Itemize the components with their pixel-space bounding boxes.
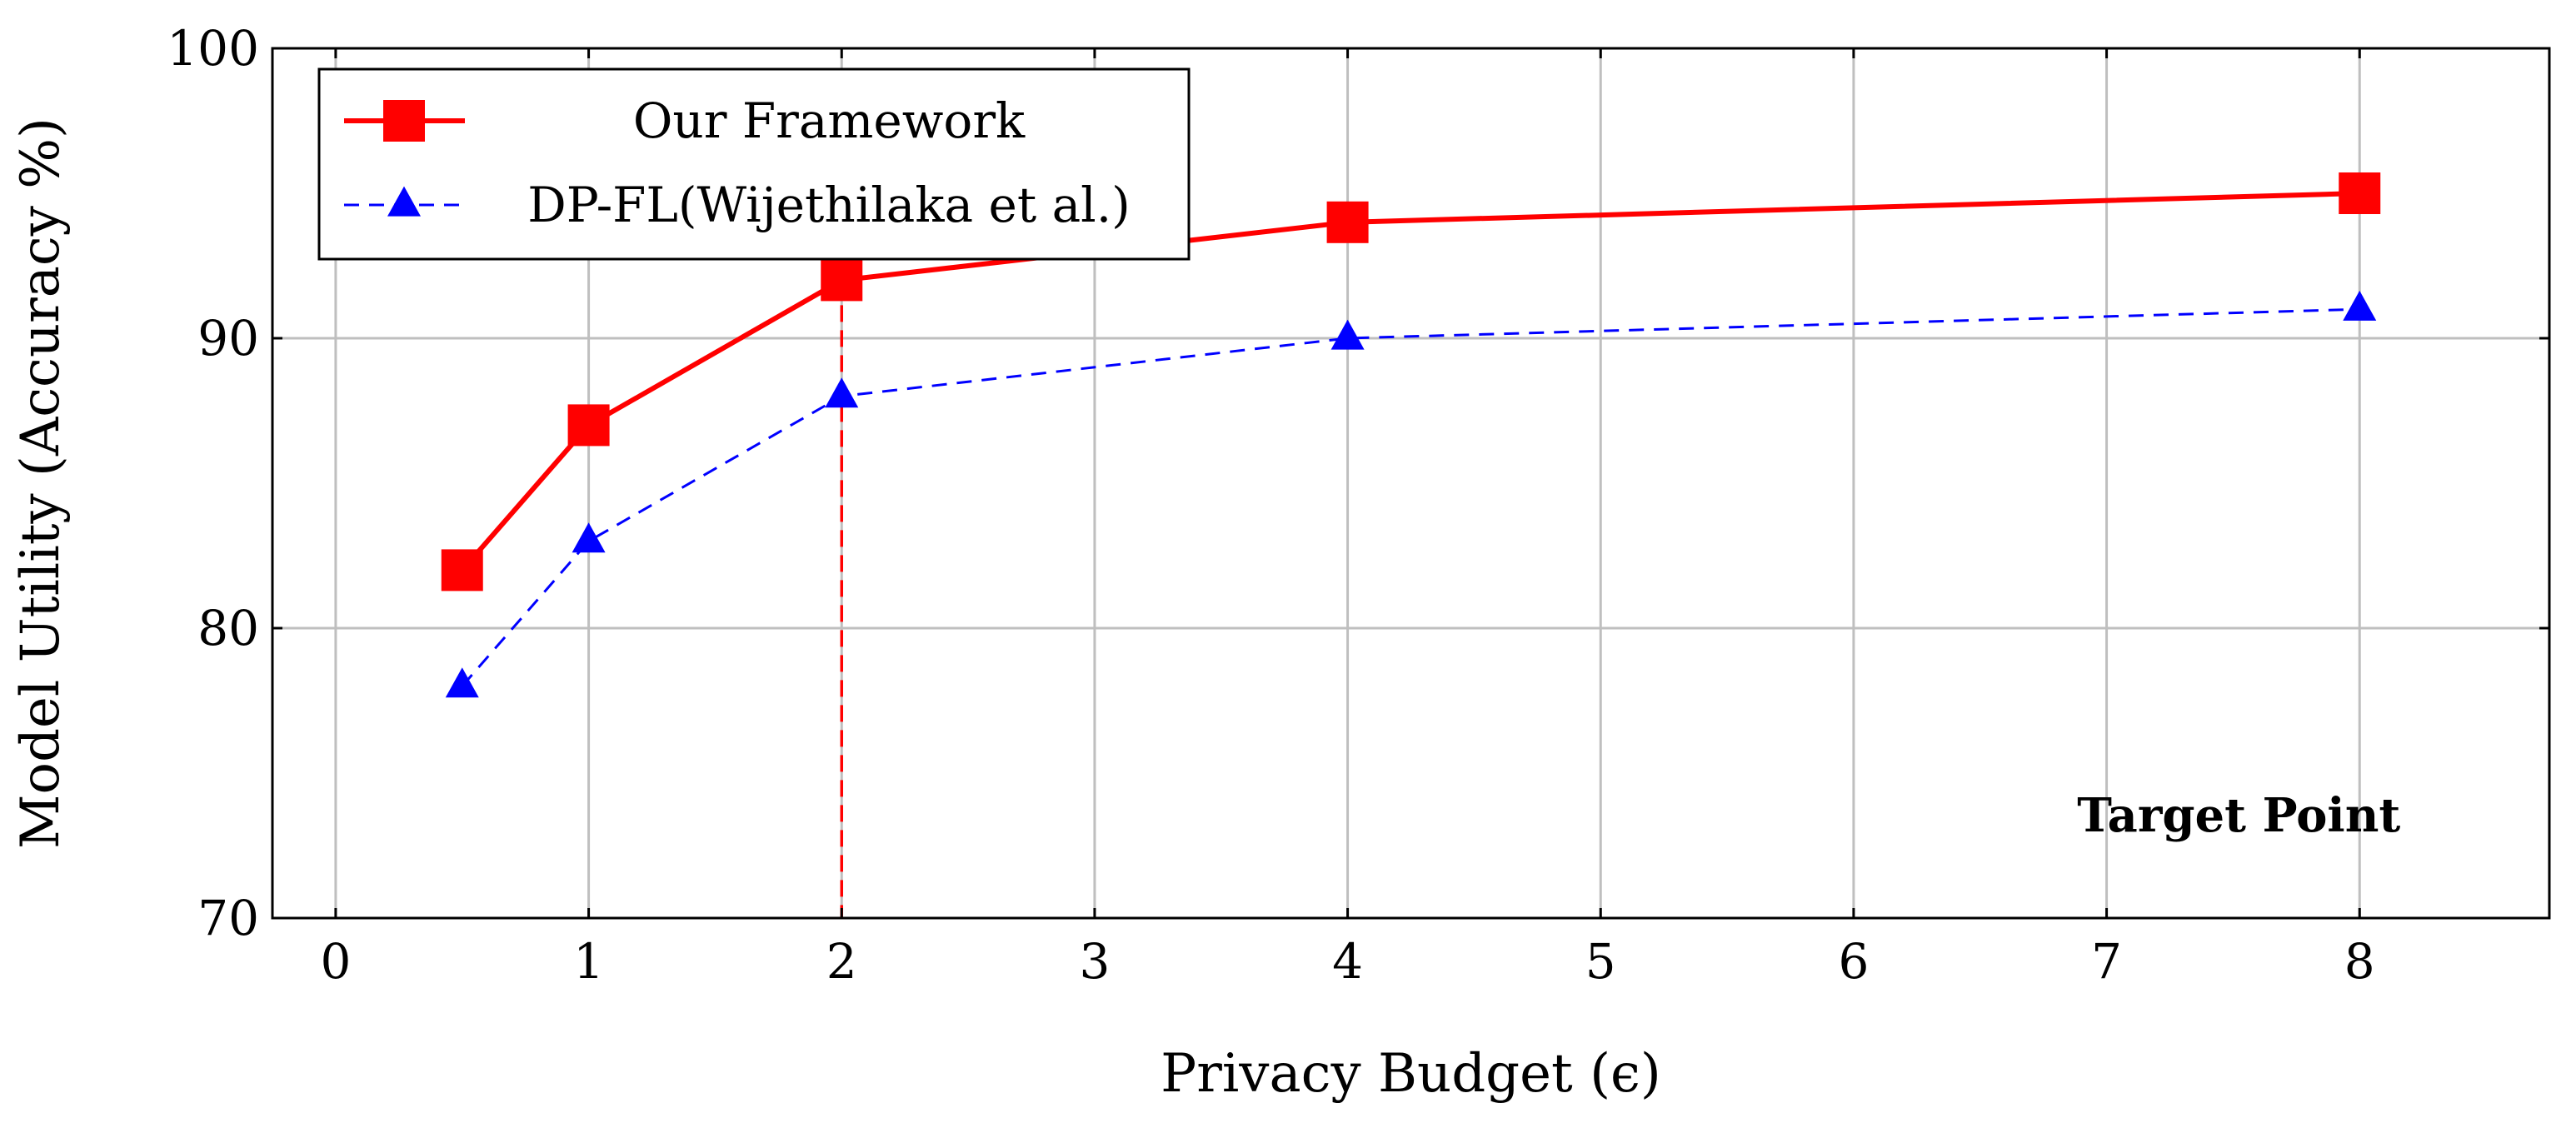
x-tick-label-4: 4 — [1332, 933, 1363, 990]
legend-marker-0 — [383, 100, 425, 142]
plot-frame — [271, 47, 2551, 920]
legend-swatch-dp-fl — [344, 186, 465, 217]
legend-box — [317, 67, 1191, 261]
legend-marker-1 — [387, 186, 421, 217]
x-tick-label-3: 3 — [1079, 933, 1110, 990]
data-point-s0-4 — [2339, 172, 2381, 214]
legend-label-our-framework: Our Framework — [633, 92, 1026, 149]
data-point-s1-3 — [1330, 319, 1365, 350]
data-point-s0-1 — [567, 404, 610, 447]
target-point-annotation: Target Point — [2077, 788, 2400, 843]
legend-swatch-our-framework — [344, 100, 465, 142]
y-axis-label: Model Utility (Accuracy %) — [10, 117, 72, 849]
y-tick-label-100: 100 — [167, 20, 259, 77]
x-tick-label-2: 2 — [826, 933, 857, 990]
x-tick-label-8: 8 — [2344, 933, 2375, 990]
y-tick-label-70: 70 — [197, 890, 259, 946]
data-point-s1-0 — [445, 667, 479, 698]
x-tick-label-5: 5 — [1585, 933, 1616, 990]
data-point-s1-1 — [572, 522, 606, 553]
data-point-s0-0 — [441, 549, 483, 591]
x-tick-label-1: 1 — [573, 933, 604, 990]
x-tick-label-6: 6 — [1838, 933, 1869, 990]
series-1 — [445, 290, 2377, 698]
ticks: 0 1 2 3 4 5 6 7 8 70 80 90 100 — [167, 20, 2549, 990]
y-tick-label-90: 90 — [197, 310, 259, 367]
data-point-s1-4 — [2343, 290, 2377, 321]
x-tick-label-7: 7 — [2091, 933, 2122, 990]
data-point-s0-2 — [821, 259, 863, 302]
data-point-s0-3 — [1326, 201, 1369, 243]
series-layer — [441, 172, 2381, 698]
y-tick-label-80: 80 — [197, 600, 259, 656]
x-axis-label: Privacy Budget (ϵ) — [1161, 1043, 1661, 1105]
x-tick-label-0: 0 — [320, 933, 351, 990]
series-line-1 — [461, 307, 2360, 687]
series-0 — [441, 172, 2381, 591]
data-point-s1-2 — [825, 377, 859, 408]
legend: Our Framework DP-FL(Wijethilaka et al.) — [317, 67, 1191, 261]
legend-label-dp-fl: DP-FL(Wijethilaka et al.) — [527, 177, 1131, 233]
